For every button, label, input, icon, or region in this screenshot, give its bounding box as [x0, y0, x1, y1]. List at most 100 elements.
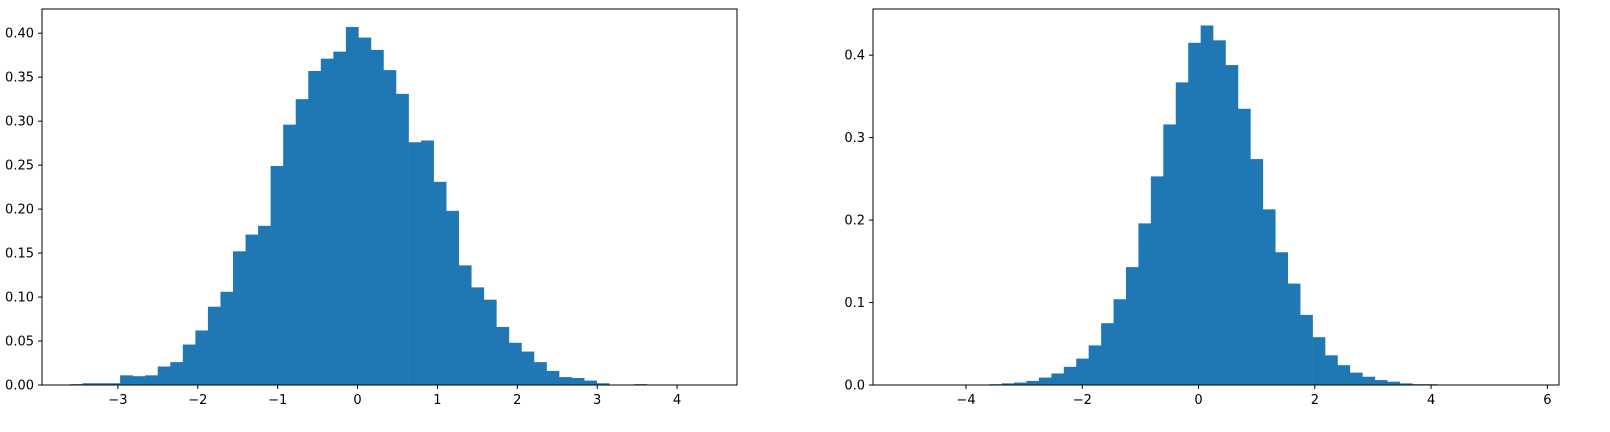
chart-1-ytick-label: 0.20 [5, 203, 34, 218]
chart-1-bar [233, 251, 246, 385]
chart-1-bar [95, 383, 108, 385]
chart-1-xtick-label: −2 [188, 393, 207, 408]
chart-2-xtick-label: 6 [1543, 393, 1551, 408]
chart-2-bar [1200, 25, 1214, 386]
chart-2-bar [1225, 65, 1239, 385]
chart-2-bar [1213, 40, 1226, 385]
chart-1-bar [458, 265, 472, 385]
chart-2-bar [1300, 314, 1313, 385]
chart-1-bar [534, 362, 547, 385]
chart-1-bar [308, 71, 322, 385]
chart-1-xtick-label: 0 [353, 393, 361, 408]
chart-1-xtick-label: −3 [108, 393, 127, 408]
chart-1-bars [69, 27, 648, 386]
chart-2-bar [1026, 380, 1040, 385]
chart-1-bar [383, 70, 397, 385]
chart-1-bar [283, 124, 296, 385]
chart-1-xtick-label: 3 [593, 393, 601, 408]
chart-2-xtick-label: 2 [1311, 393, 1319, 408]
chart-1-bar [559, 377, 572, 385]
chart-1-ytick-label: 0.35 [5, 71, 34, 86]
chart-2-bar [1250, 159, 1264, 385]
chart-1-bar [107, 383, 121, 385]
chart-2-ytick-label: 0.1 [844, 296, 865, 311]
chart-2-axes-frame [872, 8, 1560, 386]
chart-2-bar [1113, 299, 1127, 385]
chart-2-ytick-label: 0.2 [844, 214, 865, 229]
chart-1-bar [82, 383, 96, 385]
chart-2-ytick-label: 0.3 [844, 131, 865, 146]
chart-2-bar [1237, 108, 1251, 386]
chart-2-bar [1138, 223, 1152, 385]
chart-1-bar [270, 166, 284, 385]
chart-2-bar [1362, 376, 1376, 385]
chart-2-bar [1262, 209, 1276, 385]
chart-2-bar [1337, 365, 1351, 385]
chart-1-bar [521, 351, 535, 385]
chart-2-bar [1126, 267, 1139, 385]
chart-1-bar [320, 58, 334, 385]
chart-2-ytick-label: 0.4 [844, 49, 865, 64]
chart-1-bar [207, 306, 221, 385]
chart-2-bar [1063, 366, 1077, 385]
chart-1-bar [220, 291, 234, 385]
chart-2-bar [1001, 383, 1015, 385]
chart-2-xtick-label: 0 [1194, 393, 1202, 408]
chart-1-bar [120, 375, 133, 385]
chart-1-bar [421, 140, 434, 385]
chart-1-bar [157, 366, 171, 385]
chart-1-bar [370, 49, 384, 386]
chart-1: −3 −2 −1 0 1 2 3 4 0.00 0.05 0.10 0.15 0.20 0.25 0.30 0… [5, 8, 738, 408]
chart-2-ytick-label: 0.0 [844, 379, 865, 394]
chart-2-bars [989, 25, 1438, 386]
chart-1-bar [182, 344, 196, 385]
chart-1-ytick-label: 0.30 [5, 115, 34, 130]
chart-1-ytick-label: 0.10 [5, 291, 34, 306]
chart-1-ytick-label: 0.05 [5, 335, 34, 350]
chart-1-bar [571, 377, 585, 385]
chart-1-bar [295, 99, 309, 386]
chart-1-bar [584, 380, 597, 385]
chart-2: −4 −2 0 2 4 6 0.0 0.1 0.2 0.3 0.4 [844, 8, 1560, 408]
chart-1-bar [546, 370, 560, 385]
chart-2-bar [1014, 382, 1027, 385]
chart-1-bar [446, 210, 460, 385]
chart-2-bar [1287, 283, 1301, 385]
chart-1-bar [471, 287, 485, 385]
chart-1-bar [408, 142, 422, 385]
chart-1-bar [170, 362, 184, 385]
chart-1-ytick-label: 0.15 [5, 247, 34, 262]
chart-2-bar [1175, 82, 1189, 385]
chart-2-bar [1076, 358, 1089, 385]
chart-2-xtick-label: 4 [1427, 393, 1435, 408]
chart-2-bar [1051, 373, 1065, 385]
chart-1-bar [245, 234, 259, 385]
chart-1-bar [258, 225, 271, 385]
chart-1-ytick-label: 0.25 [5, 159, 34, 174]
chart-2-bar [1188, 42, 1201, 386]
chart-1-bar [195, 330, 209, 385]
chart-2-bar [1275, 252, 1288, 385]
chart-2-bar [1387, 381, 1400, 385]
chart-1-bar [396, 93, 409, 386]
chart-1-xtick-label: 1 [433, 393, 441, 408]
chart-1-axes-frame [41, 8, 738, 386]
chart-1-bar [483, 299, 497, 385]
chart-2-xtick-label: −4 [956, 393, 975, 408]
chart-1-xtick-label: 4 [673, 393, 681, 408]
chart-1-bar [358, 37, 372, 385]
chart-2-bar [1374, 380, 1388, 385]
chart-2-bar [1101, 323, 1114, 385]
chart-1-bar [508, 342, 522, 385]
chart-1-ytick-label: 0.00 [5, 379, 34, 394]
chart-2-xtick-label: −2 [1073, 393, 1092, 408]
chart-1-bar [333, 51, 347, 385]
chart-2-bar [1163, 124, 1177, 385]
chart-1-ytick-label: 0.40 [5, 27, 34, 42]
chart-1-bar [433, 181, 447, 385]
chart-1-bar [145, 375, 158, 385]
chart-1-xtick-label: 2 [513, 393, 521, 408]
chart-2-bar [1312, 337, 1326, 385]
